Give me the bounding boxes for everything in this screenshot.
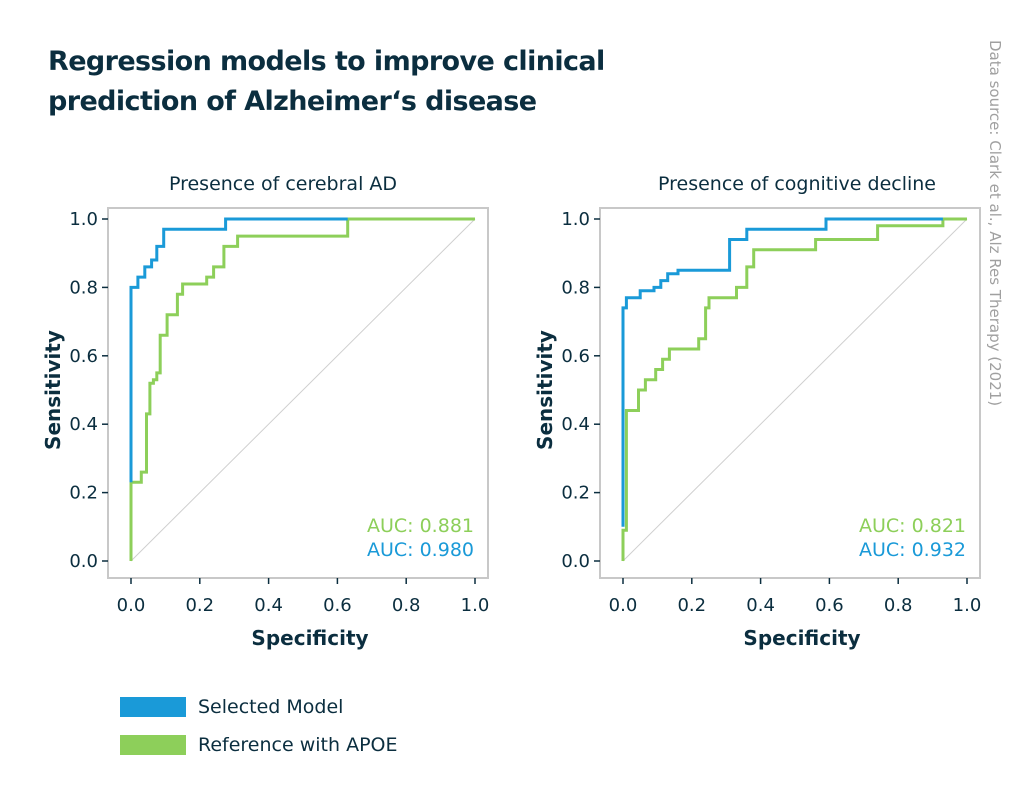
chart-1-x-tick-label: 0.0 [117, 595, 146, 616]
chart-2-auc-label-2: AUC: 0.932 [859, 539, 966, 561]
chart-title: Regression models to improve clinical pr… [48, 46, 605, 117]
chart-1-x-tick-label: 1.0 [461, 595, 490, 616]
chart-1-auc-label-1: AUC: 0.881 [367, 515, 474, 537]
chart-2-y-tick-label: 0.6 [561, 346, 590, 367]
chart-2-y-axis-label: Sensitivity [533, 330, 557, 450]
chart-2-x-tick-label: 0.0 [609, 595, 638, 616]
legend-item-selected-model: Selected Model [120, 695, 343, 719]
chart-2-x-tick-label: 0.6 [815, 595, 844, 616]
chart-1-x-tick-label: 0.4 [254, 595, 283, 616]
chart-1-x-tick-label: 0.6 [323, 595, 352, 616]
chart-2-title: Presence of cognitive decline [658, 173, 936, 195]
legend-swatch-selected-model [120, 697, 186, 717]
chart-2-auc-label-1: AUC: 0.821 [859, 515, 966, 537]
chart-2-x-tick-label: 0.2 [677, 595, 706, 616]
chart-2-series-selected-model [621, 217, 943, 527]
chart-1-y-tick-label: 0.6 [69, 346, 98, 367]
chart-2-x-tick-label: 0.8 [884, 595, 913, 616]
chart-1-y-tick-label: 0.2 [69, 483, 98, 504]
chart-1-x-tick-label: 0.2 [185, 595, 214, 616]
chart-1-series-selected-model [129, 217, 348, 483]
legend-swatch-reference-apoe [120, 735, 186, 755]
chart-1-auc-label-2: AUC: 0.980 [367, 539, 474, 561]
chart-1-diagonal-line [130, 218, 476, 562]
chart-2-y-tick-label: 0.8 [561, 277, 590, 298]
chart-1-y-axis-label: Sensitivity [41, 330, 65, 450]
chart-2-y-tick-label: 0.4 [561, 414, 590, 435]
chart-1-y-tick-label: 0.8 [69, 277, 98, 298]
chart-1-title: Presence of cerebral AD [169, 173, 397, 195]
chart-1-y-tick-label: 0.4 [69, 414, 98, 435]
chart-2-y-tick-label: 0.2 [561, 483, 590, 504]
chart-2-diagonal-line [622, 218, 968, 562]
chart-1-frame [107, 207, 489, 579]
chart-1-y-tick-label: 1.0 [69, 209, 98, 230]
legend-label-reference-apoe: Reference with APOE [198, 734, 398, 756]
chart-2-x-axis-label: Specificity [743, 626, 860, 650]
chart-2-x-tick-label: 0.4 [746, 595, 775, 616]
chart-2-frame [599, 207, 981, 579]
legend-item-reference-apoe: Reference with APOE [120, 733, 397, 757]
chart-1-y-tick-label: 0.0 [69, 551, 98, 572]
chart-1-x-tick-label: 0.8 [392, 595, 421, 616]
chart-2-x-tick-label: 1.0 [953, 595, 982, 616]
chart-2-y-tick-label: 1.0 [561, 209, 590, 230]
chart-2-series-reference-with-apoe [621, 217, 967, 561]
chart-1-x-axis-label: Specificity [251, 626, 368, 650]
chart-1-series-reference-with-apoe [129, 217, 475, 561]
chart-2-y-tick-label: 0.0 [561, 551, 590, 572]
legend-label-selected-model: Selected Model [198, 696, 344, 718]
